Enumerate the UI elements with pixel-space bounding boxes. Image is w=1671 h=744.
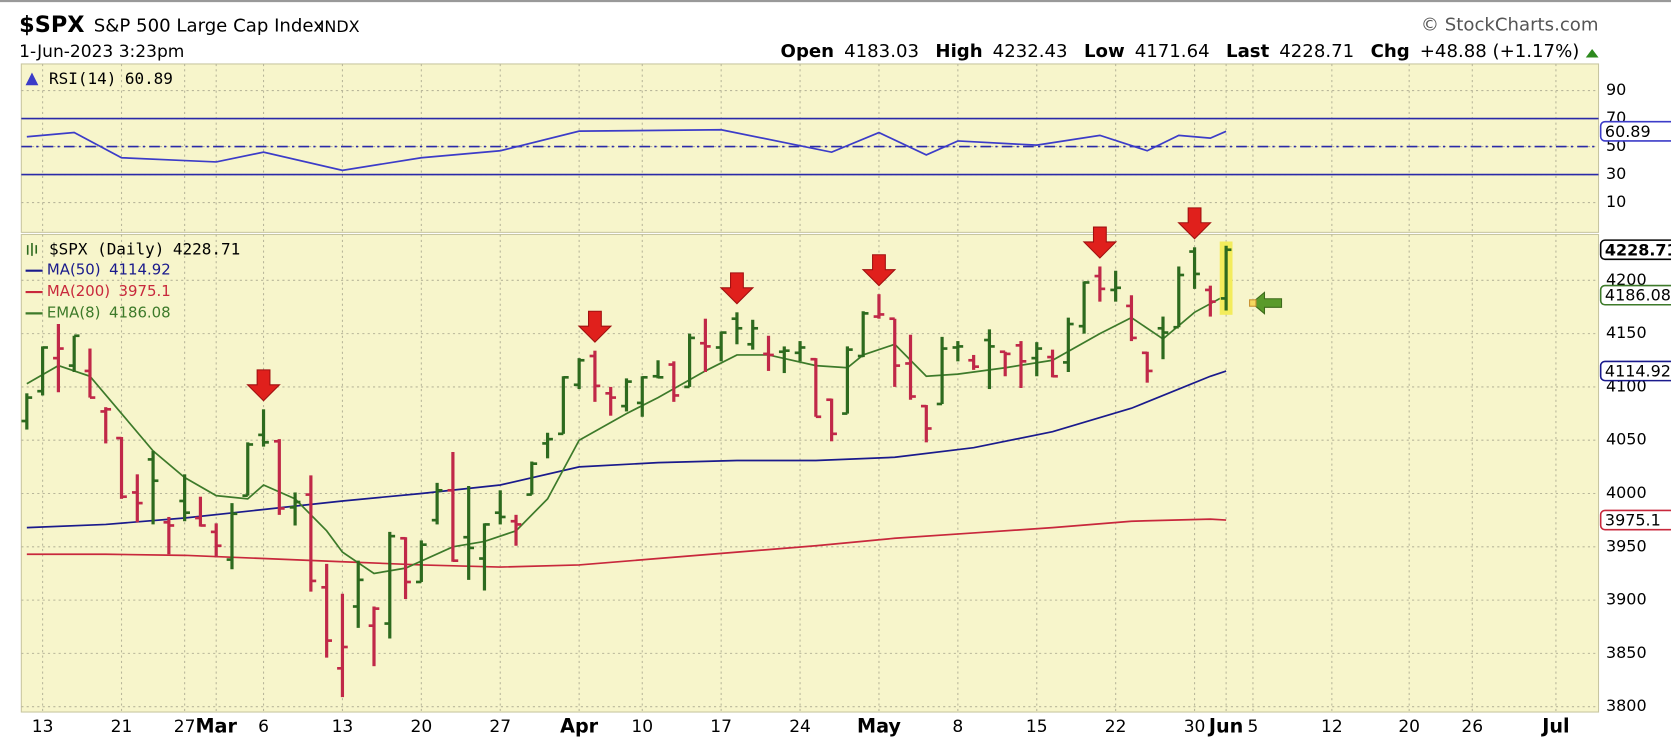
quote-value: 4228.71 xyxy=(1279,41,1354,62)
x-tick-label: 5 xyxy=(1248,717,1259,737)
line-series xyxy=(26,518,1227,568)
x-tick-label: 30 xyxy=(1184,717,1206,737)
value-tag xyxy=(1599,284,1671,306)
y-tick-label: 4000 xyxy=(1606,483,1647,502)
legend-value: 3975.1 xyxy=(119,282,171,300)
legend-name: MA(50) xyxy=(47,261,101,279)
quote-label: Open xyxy=(781,41,835,62)
quote: Open 4183.03 High 4232.43 Low 4171.64 La… xyxy=(781,41,1580,62)
credit: © StockCharts.com xyxy=(1421,15,1599,36)
y-tick-label: 3800 xyxy=(1606,696,1647,715)
y-tick-label: 4150 xyxy=(1606,323,1647,342)
annotation-arrow xyxy=(861,254,897,287)
annotation-arrow xyxy=(1177,207,1212,240)
y-tick-label: 90 xyxy=(1606,80,1626,99)
legend-value: 60.89 xyxy=(125,68,173,87)
legend-entry: $SPX (Daily) 4228.71 xyxy=(49,239,240,258)
legend-icon xyxy=(25,72,39,86)
annotation-arrow xyxy=(719,272,755,305)
x-tick-label: 26 xyxy=(1461,717,1483,737)
legend-entry: MA(50) 4114.92 xyxy=(47,261,171,279)
y-tick-label: 4050 xyxy=(1606,430,1647,449)
quote-label: Chg xyxy=(1371,41,1410,62)
x-tick-label: 27 xyxy=(489,717,511,737)
legend-name: EMA(8) xyxy=(47,303,101,321)
value-tag-label: 4228.71 xyxy=(1605,240,1671,259)
symbol: $SPX xyxy=(19,12,84,38)
quote-label: High xyxy=(935,41,982,62)
y-tick-label: 30 xyxy=(1606,164,1626,183)
legend-value: 4228.71 xyxy=(173,239,240,258)
value-tag xyxy=(1599,239,1671,261)
legend-entry: MA(200) 3975.1 xyxy=(47,282,171,300)
annotation-arrow xyxy=(577,310,613,343)
value-tag xyxy=(1599,509,1671,531)
x-tick-label: 20 xyxy=(410,717,432,737)
y-tick-label: 4200 xyxy=(1606,270,1647,289)
value-tag xyxy=(1599,360,1671,382)
annotation-arrow xyxy=(1082,226,1118,259)
x-tick-label: 22 xyxy=(1105,717,1127,737)
x-tick-label: Jul xyxy=(1540,714,1569,737)
line-series xyxy=(26,128,1227,172)
pointer-arrow xyxy=(1250,291,1283,315)
x-tick-label: Jun xyxy=(1207,714,1243,737)
annotation-arrow xyxy=(246,369,281,402)
x-tick-label: Apr xyxy=(560,714,599,737)
x-tick-label: 27 xyxy=(174,717,196,737)
index-name: S&P 500 Large Cap Index xyxy=(94,16,324,37)
quote-value: 4232.43 xyxy=(993,41,1068,62)
legend-name: MA(200) xyxy=(47,282,110,300)
value-tag-label: 3975.1 xyxy=(1605,511,1661,530)
quote-label: Last xyxy=(1226,41,1270,62)
quote-value: 4183.03 xyxy=(844,41,919,62)
x-tick-label: May xyxy=(857,714,901,737)
panel-background xyxy=(20,233,1600,713)
x-tick-label: 8 xyxy=(952,717,963,737)
x-tick-label: 10 xyxy=(631,717,653,737)
quote-label: Low xyxy=(1084,41,1125,62)
y-tick-label: 3850 xyxy=(1606,643,1647,662)
x-tick-label: 24 xyxy=(789,717,811,737)
x-tick-label: 13 xyxy=(332,717,354,737)
value-tag-label: 4186.08 xyxy=(1605,286,1671,305)
x-tick-label: Mar xyxy=(195,714,237,737)
quote-value: +48.88 (+1.17%) xyxy=(1420,41,1580,62)
value-tag xyxy=(1599,120,1671,142)
x-tick-label: 13 xyxy=(32,717,54,737)
legend-entry: RSI(14) 60.89 xyxy=(49,68,173,87)
legend-value: 4114.92 xyxy=(109,261,171,279)
x-tick-label: 12 xyxy=(1321,717,1343,737)
line-series xyxy=(26,370,1227,529)
y-tick-label: 3900 xyxy=(1606,590,1647,609)
x-tick-label: 21 xyxy=(111,717,133,737)
pointer-dot xyxy=(1249,299,1257,307)
exchange: INDX xyxy=(320,17,360,36)
up-indicator xyxy=(1585,49,1599,58)
legend-entry: EMA(8) 4186.08 xyxy=(47,303,171,321)
value-tag-label: 4114.92 xyxy=(1605,362,1671,381)
x-tick-label: 20 xyxy=(1398,717,1420,737)
y-tick-label: 10 xyxy=(1606,192,1626,211)
y-tick-label: 3950 xyxy=(1606,536,1647,555)
value-tag-label: 60.89 xyxy=(1605,122,1651,141)
quote-value: 4171.64 xyxy=(1135,41,1210,62)
legend-icon xyxy=(26,243,38,256)
x-tick-label: 15 xyxy=(1026,717,1048,737)
legend-value: 4186.08 xyxy=(109,303,171,321)
x-tick-label: 17 xyxy=(710,717,732,737)
legend-name: RSI(14) xyxy=(49,68,116,87)
x-tick-label: 6 xyxy=(258,717,269,737)
date: 1-Jun-2023 3:23pm xyxy=(19,42,184,62)
legend-name: $SPX (Daily) xyxy=(49,239,164,258)
